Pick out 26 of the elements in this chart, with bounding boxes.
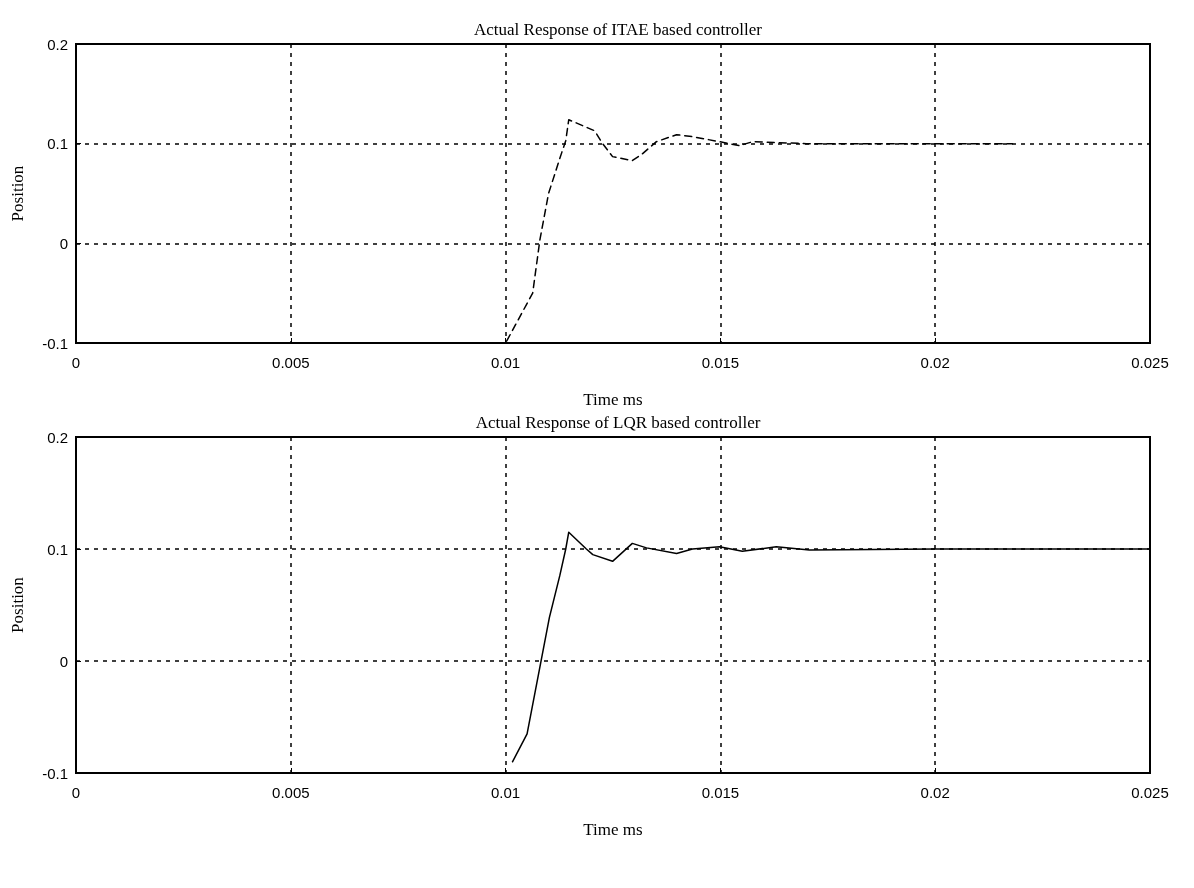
- y-tick-label: 0.2: [47, 428, 68, 446]
- x-axis-title: Time ms: [583, 390, 643, 409]
- y-axis-title: Position: [8, 165, 27, 222]
- y-tick-label: 0.2: [47, 35, 68, 53]
- x-tick-label: 0.005: [272, 354, 310, 371]
- x-tick-label: 0.025: [1131, 784, 1169, 801]
- y-tick-label: 0.1: [47, 540, 68, 558]
- x-tick-label: 0: [71, 784, 81, 801]
- chart-title: Actual Response of LQR based controller: [475, 413, 761, 432]
- x-tick-label: 0: [71, 354, 81, 371]
- x-tick-label: 0.02: [920, 354, 950, 371]
- x-tick-label: 0.01: [491, 784, 521, 801]
- y-tick-label: -0.1: [42, 334, 68, 352]
- x-tick-label: 0.025: [1131, 354, 1169, 371]
- y-axis-title: Position: [8, 576, 27, 633]
- x-tick-label: 0.01: [491, 354, 521, 371]
- y-tick-label: -0.1: [42, 764, 68, 782]
- x-tick-label: 0.015: [701, 354, 740, 371]
- x-axis-title: Time ms: [583, 820, 643, 839]
- y-tick-label: 0: [59, 652, 68, 670]
- y-tick-label: 0: [59, 234, 68, 252]
- x-tick-label: 0.02: [920, 784, 950, 801]
- x-tick-label: 0.005: [272, 784, 310, 801]
- chart-title: Actual Response of ITAE based controller: [473, 20, 763, 39]
- x-tick-label: 0.015: [701, 784, 740, 801]
- y-tick-label: 0.1: [47, 135, 68, 153]
